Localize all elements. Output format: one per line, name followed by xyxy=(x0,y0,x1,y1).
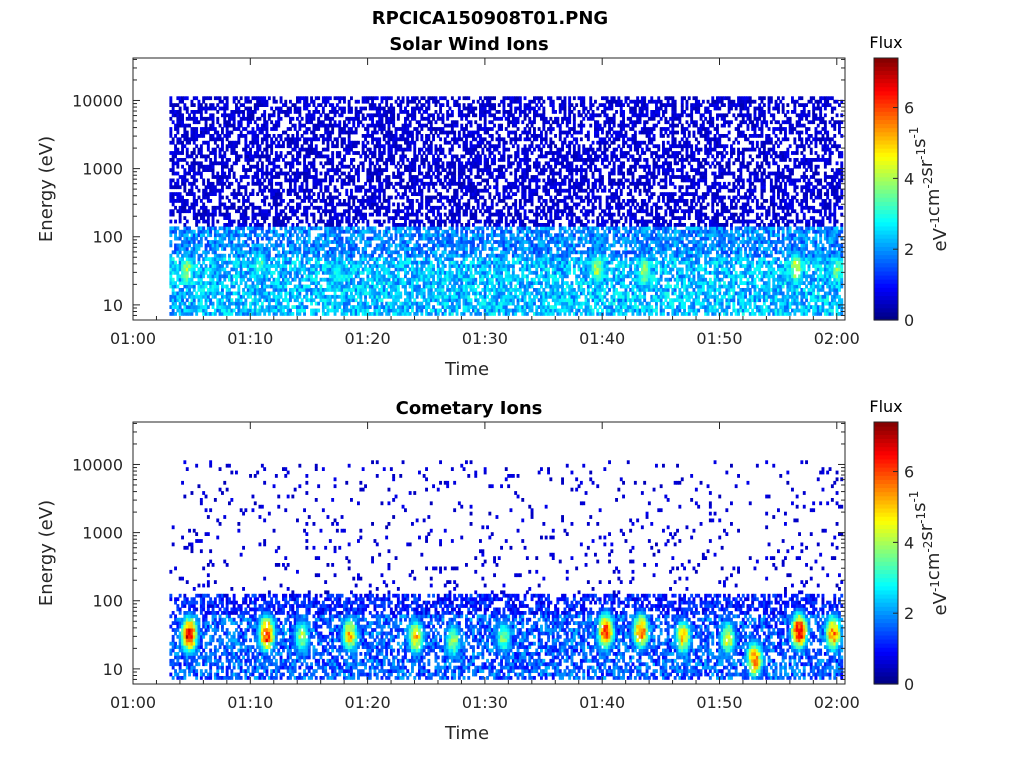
colorbar-units: eV-1cm-2sr-1s-1 xyxy=(907,491,951,616)
panel-solar-wind-ions: Solar Wind Ions 01:00 01:10 01:20 01:30 01:40… xyxy=(36,33,951,380)
colorbar-tick-label: 6 xyxy=(904,99,914,118)
x-tick-label: 01:30 xyxy=(462,693,508,712)
x-axis-label: Time xyxy=(444,723,489,744)
unit-base: eV xyxy=(930,591,951,615)
y-tick-label: 10 xyxy=(103,660,123,679)
y-tick-label: 10000 xyxy=(72,455,123,474)
colorbar-tick-label: 4 xyxy=(904,533,914,552)
colorbar-tick-label: 0 xyxy=(904,311,914,330)
unit-base: sr xyxy=(916,523,937,540)
x-tick-label: 01:30 xyxy=(462,329,508,348)
colorbar-tick-label: 4 xyxy=(904,169,914,188)
unit-base: sr xyxy=(916,159,937,176)
colorbar-label: Flux xyxy=(869,33,902,52)
x-tick-label: 01:20 xyxy=(345,693,391,712)
unit-exponent: -2 xyxy=(921,541,935,553)
y-tick-label: 10000 xyxy=(72,91,123,110)
x-tick-label: 02:00 xyxy=(814,693,860,712)
unit-base: eV xyxy=(930,227,951,251)
colorbar-label: Flux xyxy=(869,397,902,416)
x-tick-label: 01:00 xyxy=(110,693,156,712)
x-tick-label: 01:40 xyxy=(579,329,625,348)
unit-base: cm xyxy=(923,189,944,216)
colorbar-tick-label: 0 xyxy=(904,675,914,694)
y-tick-label: 1000 xyxy=(82,524,123,543)
colorbar-units: eV-1cm-2sr-1s-1 xyxy=(907,127,951,252)
spectrogram-cells xyxy=(169,460,843,680)
y-axis-label: Energy (eV) xyxy=(36,136,57,242)
x-tick-label: 01:10 xyxy=(227,329,273,348)
x-axis-label: Time xyxy=(444,359,489,380)
panel-title: Solar Wind Ions xyxy=(389,34,548,55)
panel-title: Cometary Ions xyxy=(396,398,543,419)
unit-exponent: -2 xyxy=(921,177,935,189)
unit-exponent: -1 xyxy=(914,148,928,160)
y-axis-label: Energy (eV) xyxy=(36,500,57,606)
unit-base: cm xyxy=(923,553,944,580)
figure-title: RPCICA150908T01.PNG xyxy=(372,8,608,29)
x-tick-label: 01:00 xyxy=(110,329,156,348)
x-tick-label: 01:50 xyxy=(696,329,742,348)
spectrogram-cells xyxy=(169,96,843,315)
unit-exponent: -1 xyxy=(928,216,942,228)
y-tick-label: 10 xyxy=(103,296,123,315)
x-tick-label: 01:20 xyxy=(345,329,391,348)
unit-exponent: -1 xyxy=(914,512,928,524)
unit-exponent: -1 xyxy=(907,127,921,139)
x-tick-label: 01:50 xyxy=(696,693,742,712)
colorbar-tick-label: 2 xyxy=(904,240,914,259)
unit-exponent: -1 xyxy=(928,580,942,592)
x-tick-label: 01:40 xyxy=(579,693,625,712)
unit-exponent: -1 xyxy=(907,491,921,503)
colorbar-tick-label: 6 xyxy=(904,463,914,482)
unit-base: s xyxy=(909,139,930,148)
x-tick-label: 01:10 xyxy=(227,693,273,712)
y-tick-label: 100 xyxy=(92,228,123,247)
y-tick-label: 1000 xyxy=(82,160,123,179)
y-tick-label: 100 xyxy=(92,592,123,611)
x-tick-label: 02:00 xyxy=(814,329,860,348)
colorbar-tick-label: 2 xyxy=(904,604,914,623)
unit-base: s xyxy=(909,503,930,512)
